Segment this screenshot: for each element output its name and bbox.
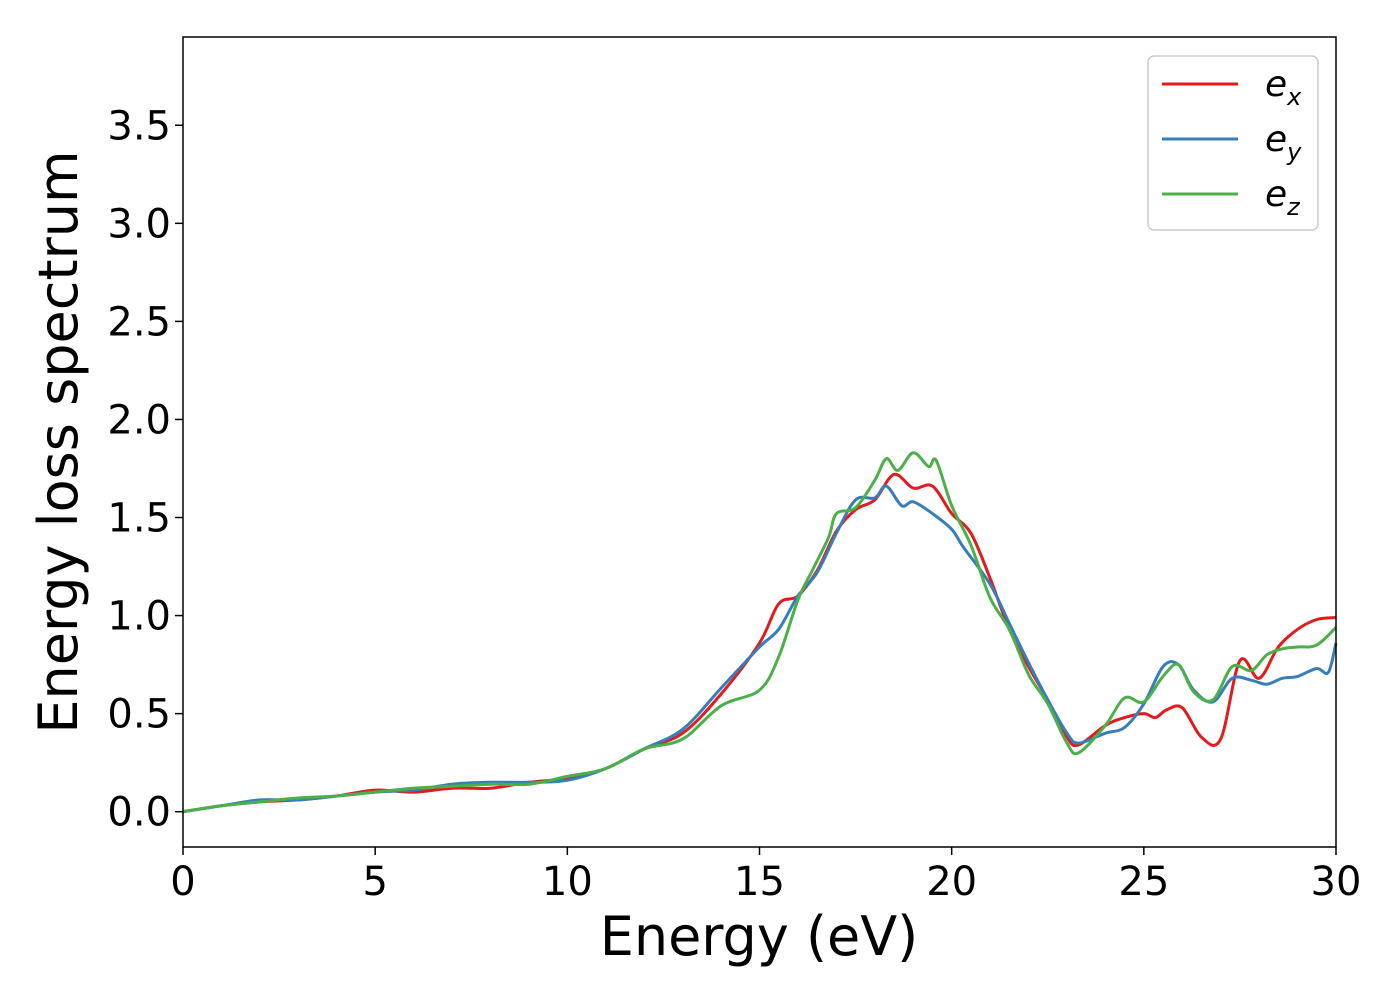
series-layer: [182, 451, 1338, 814]
x-tick-label: 15: [734, 859, 785, 905]
legend-label-e-z: ez: [1265, 174, 1301, 221]
x-axis-title: Energy (eV): [600, 905, 919, 968]
y-tick-label: 0.5: [107, 692, 171, 738]
y-tick-label: 2.5: [107, 299, 171, 345]
y-tick-label: 1.5: [107, 496, 171, 542]
y-axis: 0.0 0.5 1.0 1.5 2.0 2.5 3.0 3.5: [107, 103, 183, 836]
legend: ex ey ez: [1147, 55, 1319, 231]
y-tick-label: 0.0: [107, 790, 171, 836]
legend-label-e-y: ey: [1265, 119, 1302, 166]
legend-box: [1147, 55, 1319, 231]
legend-label-e-x: ex: [1265, 64, 1302, 111]
series-line-e-z: [182, 451, 1338, 814]
x-tick-label: 0: [170, 859, 195, 905]
series-line-e-y: [182, 484, 1338, 814]
x-tick-label: 5: [362, 859, 387, 905]
x-tick-label: 25: [1118, 859, 1169, 905]
x-tick-label: 20: [926, 859, 977, 905]
x-axis: 0 5 10 15 20 25 30: [170, 847, 1361, 905]
y-axis-title: Energy loss spectrum: [27, 150, 90, 733]
series-line-e-x: [182, 472, 1337, 814]
y-tick-label: 1.0: [107, 594, 171, 640]
x-tick-label: 30: [1311, 859, 1362, 905]
y-tick-label: 3.0: [107, 201, 171, 247]
y-tick-label: 2.0: [107, 397, 171, 443]
y-tick-label: 3.5: [107, 103, 171, 149]
x-tick-label: 10: [542, 859, 593, 905]
